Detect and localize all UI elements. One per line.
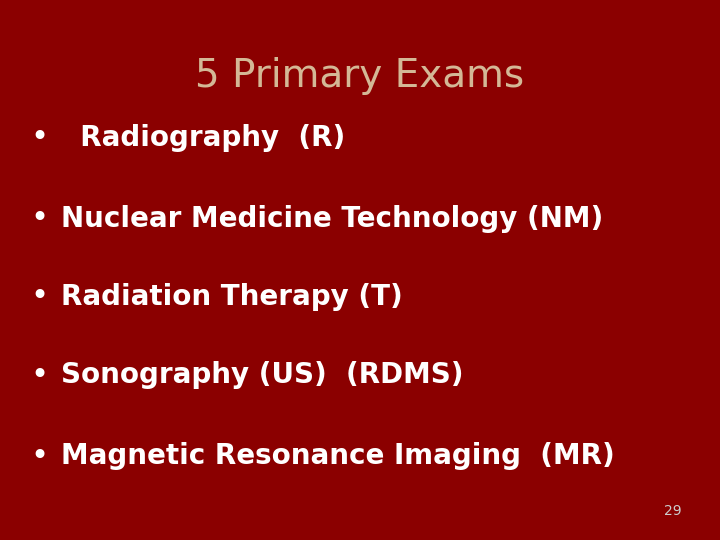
Text: Radiation Therapy (T): Radiation Therapy (T) xyxy=(61,283,403,311)
Text: •: • xyxy=(30,361,49,390)
Text: •: • xyxy=(30,442,49,471)
Text: •: • xyxy=(30,123,49,152)
Text: 5 Primary Exams: 5 Primary Exams xyxy=(195,57,525,94)
Text: Sonography (US)  (RDMS): Sonography (US) (RDMS) xyxy=(61,361,464,389)
Text: Magnetic Resonance Imaging  (MR): Magnetic Resonance Imaging (MR) xyxy=(61,442,615,470)
Text: •: • xyxy=(30,204,49,233)
Text: 29: 29 xyxy=(665,504,682,518)
Text: Nuclear Medicine Technology (NM): Nuclear Medicine Technology (NM) xyxy=(61,205,603,233)
Text: Radiography  (R): Radiography (R) xyxy=(61,124,346,152)
Text: •: • xyxy=(30,282,49,312)
